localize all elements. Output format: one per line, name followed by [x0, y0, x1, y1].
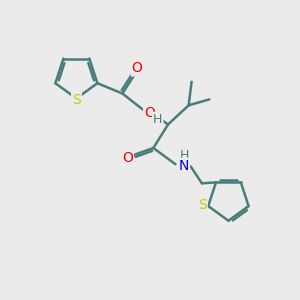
Text: N: N — [178, 159, 189, 173]
Text: O: O — [144, 106, 155, 120]
Text: S: S — [198, 199, 207, 212]
Text: O: O — [122, 151, 133, 165]
Text: S: S — [72, 93, 81, 107]
Text: H: H — [153, 112, 162, 126]
Text: H: H — [180, 149, 189, 162]
Text: O: O — [132, 61, 142, 76]
